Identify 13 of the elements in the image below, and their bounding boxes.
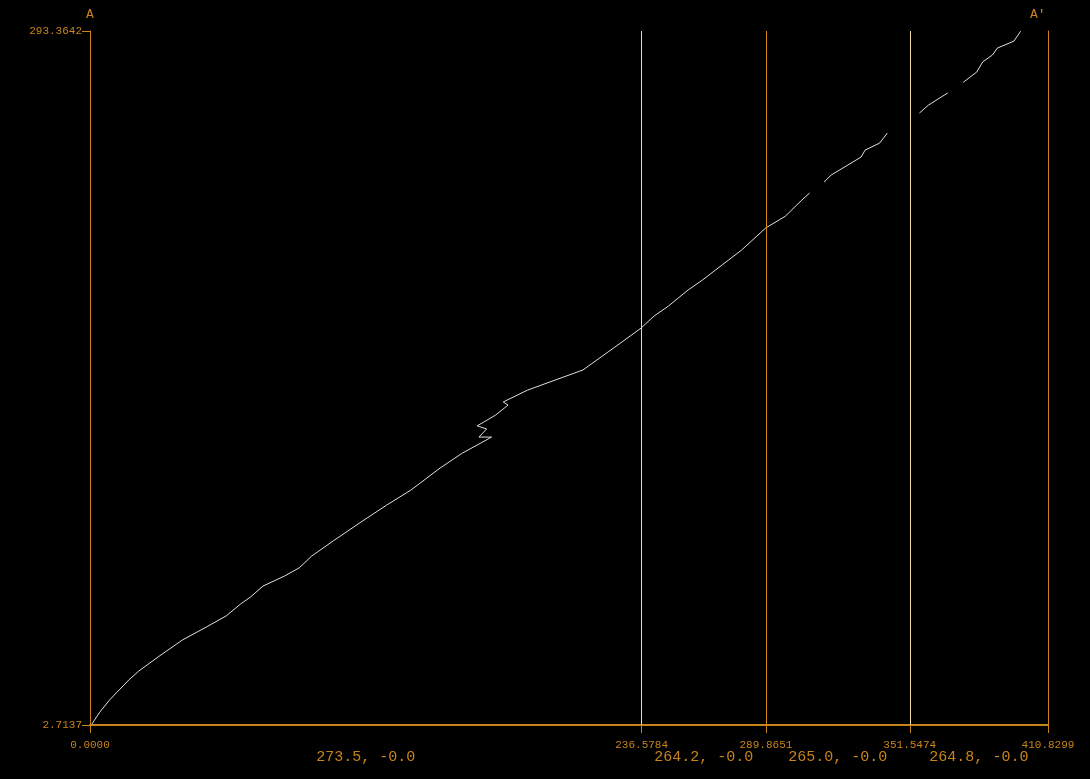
text: A [86,7,94,22]
x-tick-label: 236.5784 [615,738,669,751]
x-tick-label: 351.5474 [883,738,937,751]
y-tick-label: 2.7137 [42,719,82,731]
text: 264.2, -0.0 [654,748,754,766]
x-tick-label: 289.8651 [739,738,793,751]
x-tick-label: 410.8299 [1021,738,1075,751]
text: A' [1030,7,1046,22]
text: 273.5, -0.0 [316,748,416,766]
text: 265.0, -0.0 [788,748,888,766]
text: 264.8, -0.0 [929,748,1029,766]
y-tick-label: 293.3642 [29,25,82,37]
x-tick-label: 0.0000 [70,738,110,751]
